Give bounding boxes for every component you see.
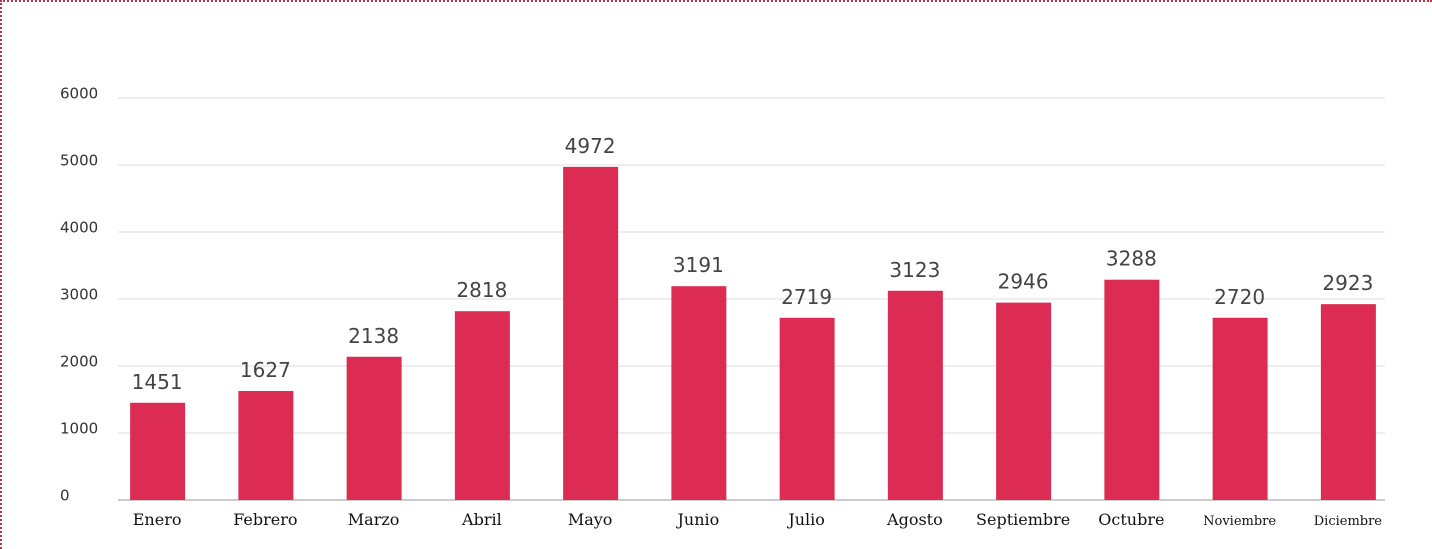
y-tick-label: 0 bbox=[60, 487, 70, 505]
x-tick-label: Noviembre bbox=[1203, 514, 1276, 529]
x-tick-label: Julio bbox=[786, 510, 825, 529]
y-tick-label: 3000 bbox=[60, 286, 98, 304]
x-tick-label: Abril bbox=[461, 510, 502, 529]
y-tick-label: 1000 bbox=[60, 420, 98, 438]
value-label: 2720 bbox=[1214, 285, 1265, 309]
x-tick-label: Agosto bbox=[886, 510, 943, 529]
value-label: 2719 bbox=[781, 285, 832, 309]
value-label: 2923 bbox=[1322, 271, 1373, 295]
x-tick-label: Febrero bbox=[233, 510, 297, 529]
bar bbox=[130, 402, 186, 500]
value-label: 4972 bbox=[565, 134, 616, 158]
y-tick-label: 4000 bbox=[60, 219, 98, 237]
value-label: 3191 bbox=[673, 253, 724, 277]
value-label: 3123 bbox=[889, 258, 940, 282]
y-tick-label: 5000 bbox=[60, 152, 98, 170]
bar bbox=[238, 390, 294, 500]
value-label: 2946 bbox=[998, 270, 1049, 294]
bar bbox=[1320, 304, 1376, 500]
x-tick-label: Junio bbox=[675, 510, 719, 529]
x-tick-label: Septiembre bbox=[976, 510, 1070, 529]
bar bbox=[996, 302, 1052, 500]
y-tick-label: 6000 bbox=[60, 85, 98, 103]
x-tick-label: Diciembre bbox=[1314, 514, 1383, 529]
bar bbox=[346, 356, 402, 500]
value-label: 2818 bbox=[456, 278, 507, 302]
value-label: 2138 bbox=[348, 324, 399, 348]
value-label: 1627 bbox=[240, 358, 291, 382]
bar bbox=[1212, 317, 1268, 500]
value-label: 3288 bbox=[1106, 247, 1157, 271]
x-tick-label: Mayo bbox=[568, 510, 613, 529]
bar bbox=[671, 286, 727, 500]
bar bbox=[1104, 279, 1160, 500]
value-label: 1451 bbox=[132, 370, 183, 394]
bar bbox=[887, 290, 943, 500]
x-tick-label: Marzo bbox=[348, 510, 400, 529]
y-tick-label: 2000 bbox=[60, 353, 98, 371]
bar bbox=[563, 166, 619, 500]
bar bbox=[454, 311, 510, 500]
bar bbox=[779, 317, 835, 500]
x-tick-label: Enero bbox=[133, 510, 182, 529]
x-tick-label: Octubre bbox=[1098, 510, 1164, 529]
